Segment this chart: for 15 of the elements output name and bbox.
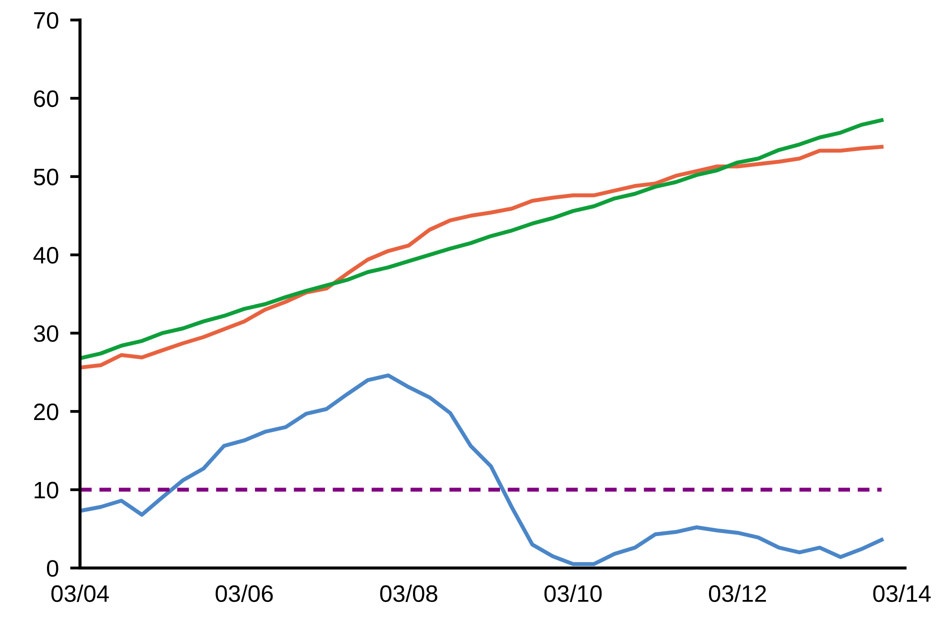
x-tick-label: 03/12 bbox=[708, 584, 766, 602]
y-tick-label: 40 bbox=[33, 246, 58, 264]
x-tick-label: 03/10 bbox=[544, 584, 602, 602]
y-tick-label: 50 bbox=[34, 168, 58, 186]
x-tick-label: 03/04 bbox=[51, 584, 109, 602]
y-tick-label: 20 bbox=[34, 403, 58, 420]
x-tick-label: 03/06 bbox=[216, 584, 273, 602]
y-tick-label: 30 bbox=[34, 325, 58, 342]
x-tick-label: 03/08 bbox=[380, 584, 438, 602]
line-series bbox=[80, 373, 884, 566]
y-tick-label: 10 bbox=[34, 482, 58, 498]
y-tick-label: 60 bbox=[34, 90, 58, 108]
y-tick-label: 70 bbox=[34, 12, 58, 29]
x-tick-label: 03/14 bbox=[873, 584, 931, 602]
y-tick-label: 0 bbox=[46, 560, 58, 577]
